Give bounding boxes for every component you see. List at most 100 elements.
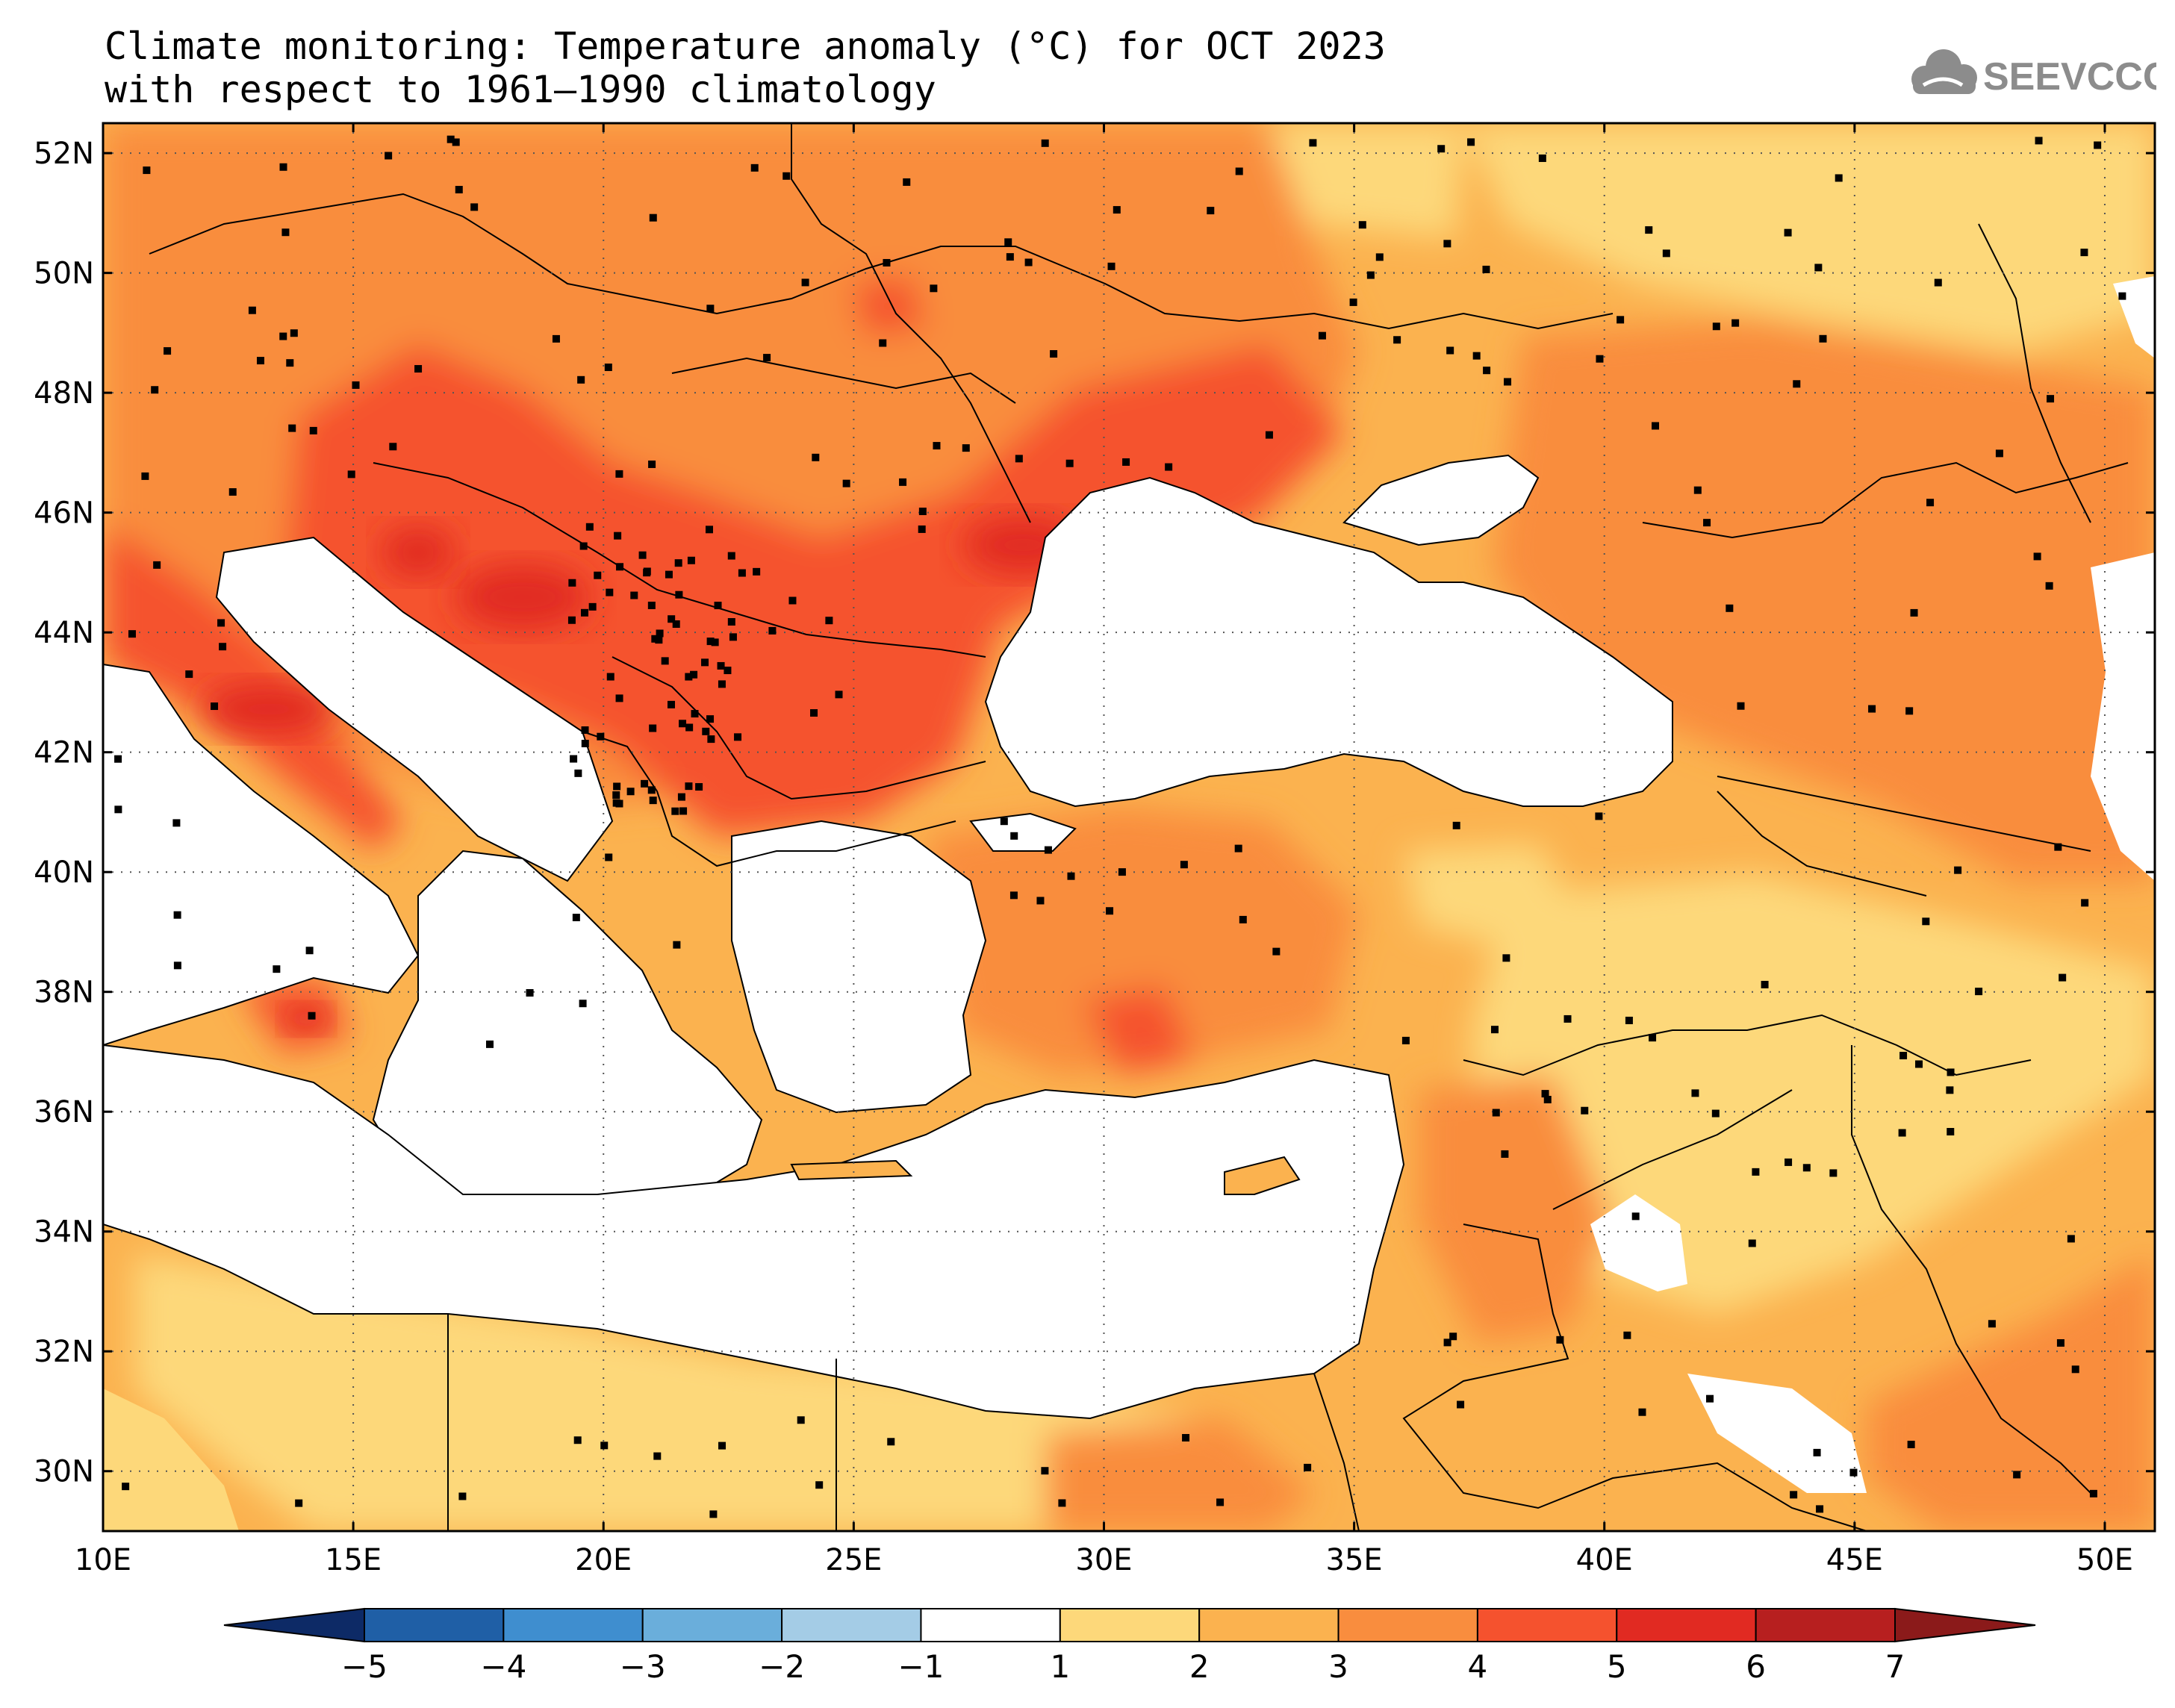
station-marker bbox=[918, 508, 927, 516]
station-marker bbox=[665, 570, 673, 579]
station-marker bbox=[1915, 1060, 1923, 1068]
colorbar-tick-label: 4 bbox=[1468, 1648, 1488, 1685]
station-marker bbox=[685, 723, 694, 732]
station-marker bbox=[574, 769, 582, 777]
station-marker bbox=[567, 616, 576, 624]
station-marker bbox=[679, 720, 687, 728]
station-marker bbox=[2071, 1365, 2079, 1374]
station-marker bbox=[1483, 367, 1491, 375]
station-marker bbox=[707, 735, 715, 744]
map-gridlines bbox=[103, 123, 2155, 1531]
station-marker bbox=[1106, 907, 1114, 915]
station-marker bbox=[930, 284, 938, 293]
station-marker bbox=[1934, 278, 1942, 287]
colorbar-bin bbox=[1476, 1608, 1618, 1642]
station-marker bbox=[706, 638, 715, 646]
station-marker bbox=[1492, 1109, 1500, 1117]
station-marker bbox=[711, 638, 719, 646]
cyprus bbox=[1224, 1156, 1301, 1195]
station-marker bbox=[228, 488, 237, 496]
station-marker bbox=[1009, 891, 1018, 900]
station-marker bbox=[899, 478, 907, 486]
station-marker bbox=[1556, 1335, 1564, 1344]
station-marker bbox=[2035, 137, 2043, 145]
station-marker bbox=[141, 472, 149, 480]
station-marker bbox=[641, 779, 649, 788]
station-marker bbox=[1748, 1239, 1756, 1247]
station-marker bbox=[1449, 1333, 1457, 1341]
anomaly-zone-1-2-north-africa bbox=[134, 1254, 1195, 1531]
station-marker bbox=[1235, 167, 1243, 175]
station-marker bbox=[1457, 1400, 1465, 1409]
lat-tick-label: 50N bbox=[34, 257, 94, 291]
station-marker bbox=[612, 799, 620, 807]
ionian-sea bbox=[372, 850, 763, 1226]
station-marker bbox=[649, 214, 657, 222]
station-marker bbox=[1706, 1394, 1714, 1403]
station-marker bbox=[1004, 238, 1012, 246]
station-marker bbox=[1802, 1164, 1811, 1172]
station-marker bbox=[812, 453, 820, 461]
station-marker bbox=[1947, 1068, 1955, 1076]
station-marker bbox=[1819, 334, 1827, 343]
station-marker bbox=[1703, 519, 1711, 527]
station-marker bbox=[1401, 1036, 1410, 1044]
station-marker bbox=[1482, 265, 1490, 273]
station-marker bbox=[667, 700, 675, 708]
station-marker bbox=[2054, 843, 2062, 851]
station-marker bbox=[594, 571, 602, 579]
missing-data-gulf bbox=[1687, 1374, 1867, 1493]
station-marker bbox=[1691, 1089, 1699, 1097]
lat-tick-label: 30N bbox=[34, 1455, 94, 1489]
station-marker bbox=[918, 525, 926, 533]
station-marker bbox=[279, 332, 287, 340]
station-marker bbox=[2056, 1338, 2064, 1347]
station-marker bbox=[727, 552, 735, 560]
station-marker bbox=[295, 1499, 303, 1507]
colorbar-arrow-high bbox=[1894, 1607, 2036, 1643]
station-marker bbox=[810, 709, 818, 717]
station-marker bbox=[2089, 1489, 2097, 1497]
colorbar-tick-label: −4 bbox=[480, 1648, 526, 1685]
station-marker bbox=[1752, 1168, 1760, 1176]
station-marker bbox=[1649, 1034, 1657, 1042]
lat-tick-label: 48N bbox=[34, 376, 94, 411]
station-marker bbox=[185, 670, 193, 679]
station-marker bbox=[677, 793, 685, 801]
station-marker bbox=[1467, 138, 1475, 146]
station-marker bbox=[614, 532, 622, 540]
station-marker bbox=[1490, 1026, 1499, 1034]
station-marker bbox=[672, 620, 680, 629]
colorbar-tick-label: −5 bbox=[341, 1648, 388, 1685]
station-marker bbox=[606, 673, 614, 681]
station-marker bbox=[309, 426, 317, 434]
station-marker bbox=[1165, 463, 1173, 471]
station-marker bbox=[2013, 1471, 2021, 1479]
station-marker bbox=[685, 782, 693, 791]
colorbar-bin bbox=[1198, 1608, 1339, 1642]
anomaly-core-5-6-bosnia bbox=[455, 564, 590, 631]
station-marker bbox=[727, 617, 735, 626]
station-marker bbox=[649, 724, 657, 732]
station-marker bbox=[1309, 139, 1317, 147]
station-markers bbox=[114, 135, 2126, 1518]
sea-areas bbox=[103, 454, 1673, 1420]
station-marker bbox=[1501, 1150, 1509, 1158]
anomaly-zone-3-4-caucasus bbox=[1493, 321, 2155, 881]
station-marker bbox=[580, 608, 588, 617]
anomaly-zone-3-4-levant bbox=[1419, 1075, 1613, 1344]
station-marker bbox=[290, 329, 298, 337]
station-marker bbox=[788, 596, 797, 605]
station-marker bbox=[211, 702, 219, 711]
station-marker bbox=[385, 152, 393, 160]
colorbar-bin bbox=[1337, 1608, 1478, 1642]
station-marker bbox=[1024, 258, 1033, 267]
station-marker bbox=[933, 442, 941, 450]
anomaly-zone-3-4-sahara bbox=[1045, 1418, 1314, 1531]
station-marker bbox=[1041, 1467, 1049, 1475]
station-marker bbox=[706, 305, 715, 313]
station-marker bbox=[903, 178, 911, 186]
station-marker bbox=[1868, 705, 1876, 713]
station-marker bbox=[1000, 817, 1008, 826]
